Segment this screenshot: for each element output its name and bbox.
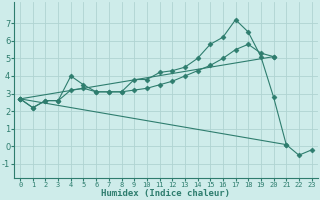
X-axis label: Humidex (Indice chaleur): Humidex (Indice chaleur) bbox=[101, 189, 230, 198]
